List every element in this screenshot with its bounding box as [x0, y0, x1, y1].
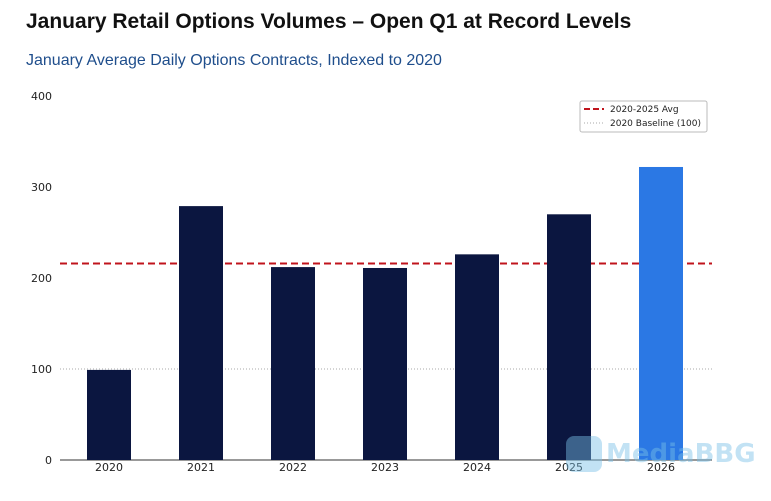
- bar-2021: [179, 206, 223, 460]
- watermark: MediaBBG: [566, 436, 756, 472]
- bar-2023: [363, 267, 407, 460]
- chart-subtitle: January Average Daily Options Contracts,…: [26, 52, 442, 69]
- x-tick-label: 2021: [187, 461, 215, 474]
- legend-box: [579, 100, 708, 133]
- y-tick-label: 0: [45, 454, 52, 467]
- legend-label: 2020 Baseline (100): [610, 119, 701, 129]
- legend-label: 2020-2025 Avg: [610, 105, 679, 115]
- x-tick-label: 2022: [279, 461, 307, 474]
- y-tick-label: 100: [31, 363, 52, 376]
- bar-2022: [271, 267, 315, 460]
- bar-2020: [87, 369, 131, 460]
- x-tick-label: 2023: [371, 461, 399, 474]
- x-tick-label: 2020: [95, 461, 123, 474]
- watermark-text: MediaBBG: [606, 439, 756, 469]
- x-tick-label: 2026: [647, 461, 675, 474]
- y-tick-label: 400: [31, 90, 52, 103]
- chart-title: January Retail Options Volumes – Open Q1…: [26, 10, 632, 33]
- y-tick-label: 300: [31, 181, 52, 194]
- x-tick-label: 2025: [555, 461, 583, 474]
- bar-2025: [547, 214, 591, 460]
- bar-2026: [639, 166, 683, 461]
- watermark-logo-icon: [566, 436, 602, 472]
- x-tick-label: 2024: [463, 461, 491, 474]
- bar-2024: [455, 254, 499, 460]
- y-tick-label: 200: [31, 272, 52, 285]
